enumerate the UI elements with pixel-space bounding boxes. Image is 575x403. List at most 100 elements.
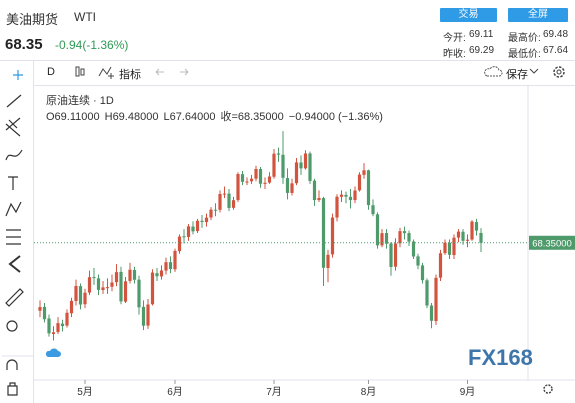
brush-tool[interactable]: [5, 149, 23, 161]
candle-body: [74, 285, 78, 301]
candle-body: [321, 198, 326, 268]
pattern-tool[interactable]: [5, 201, 22, 217]
ruler-tool[interactable]: [5, 288, 24, 307]
indicators-button[interactable]: 指标: [119, 69, 141, 81]
candle-body: [38, 307, 42, 311]
candle-body: [330, 217, 335, 255]
candle-body: [92, 277, 96, 279]
candle-body: [96, 278, 101, 290]
candle-body: [312, 180, 317, 201]
candle-body: [434, 277, 438, 322]
candle-body: [470, 221, 474, 240]
candle-body: [42, 306, 47, 320]
price-change: -0.94(-1.36%): [55, 38, 129, 52]
stat-value: 69.48: [543, 29, 569, 40]
legend-value: L67.64000: [163, 111, 215, 123]
candle-body: [299, 162, 303, 169]
candle-body: [146, 304, 150, 326]
candle-body: [267, 176, 272, 183]
lock-tool[interactable]: [7, 382, 18, 396]
candle-body: [56, 323, 60, 333]
candle-body: [83, 292, 87, 305]
text-tool[interactable]: [8, 176, 18, 190]
candle-body: [150, 272, 155, 305]
watermark: FX168: [468, 345, 533, 370]
candle-body: [87, 277, 92, 293]
interval-button[interactable]: D: [47, 66, 55, 78]
axis-settings[interactable]: [543, 384, 553, 394]
back-tool[interactable]: [8, 255, 21, 273]
crosshair-tool[interactable]: [13, 70, 23, 80]
legend-value: H69.48000: [105, 111, 159, 123]
candle-body: [182, 236, 186, 238]
candle-body: [123, 281, 128, 302]
candle-body: [308, 153, 312, 181]
candle-body: [398, 231, 402, 244]
candle-body: [258, 169, 263, 184]
candle-body: [461, 231, 465, 241]
candle-body: [411, 241, 416, 257]
line-tool[interactable]: [6, 94, 22, 108]
candle-body: [254, 169, 258, 179]
candle-body: [465, 239, 470, 241]
candle-body: [425, 280, 429, 306]
candle-body: [380, 233, 384, 246]
candle-body: [236, 174, 240, 201]
candle-body: [65, 312, 69, 326]
candle-body: [200, 220, 204, 222]
candle-body: [317, 197, 321, 201]
candle-body: [132, 269, 137, 280]
candle-type-icon[interactable]: [72, 64, 88, 80]
candle-body: [218, 193, 222, 210]
divider: [33, 60, 34, 403]
dropdown-caret[interactable]: [529, 66, 539, 76]
cloud-icon[interactable]: [482, 63, 504, 79]
candle-body: [281, 154, 285, 178]
cloud-badge: [45, 348, 61, 357]
x-tick-label: 6月: [167, 386, 183, 398]
stat-value: 69.11: [469, 29, 494, 40]
candle-body: [173, 250, 177, 270]
candle-body: [443, 242, 447, 254]
candle-body: [371, 205, 375, 215]
candle-body: [479, 232, 483, 243]
prediction-tool[interactable]: [6, 229, 21, 245]
divider: [0, 60, 575, 61]
candle-body: [366, 170, 371, 206]
candle-body: [240, 174, 245, 182]
fib-tool[interactable]: [5, 117, 21, 137]
candle-body: [222, 193, 227, 195]
candle-body: [348, 196, 353, 201]
stat-label: 今开:: [443, 33, 466, 44]
candle-body: [285, 178, 290, 193]
candle-body: [375, 214, 380, 246]
candle-body: [191, 226, 195, 232]
candle-body: [60, 323, 65, 327]
candle-body: [137, 279, 141, 308]
candle-body: [209, 209, 213, 218]
settings-icon[interactable]: [550, 63, 568, 81]
trade-button[interactable]: 交易: [440, 8, 497, 22]
stat-label: 昨收:: [443, 49, 466, 60]
candle-body: [51, 332, 56, 334]
candle-body: [164, 262, 168, 271]
candle-body: [438, 253, 443, 278]
save-button[interactable]: 保存: [506, 69, 528, 81]
x-tick-label: 9月: [460, 386, 476, 398]
fullscreen-button[interactable]: 全屏: [508, 8, 568, 22]
candle-body: [69, 300, 74, 314]
candle-body: [335, 196, 339, 218]
candle-body: [290, 183, 294, 193]
stat-value: 67.64: [543, 45, 569, 56]
candle-body: [276, 153, 281, 155]
candle-body: [303, 153, 308, 169]
candle-body: [119, 271, 123, 302]
stat-label: 最低价:: [508, 49, 541, 60]
magnet-tool[interactable]: [6, 359, 18, 370]
candle-body: [231, 200, 236, 208]
zoom-tool[interactable]: [6, 320, 18, 332]
undo-redo[interactable]: [152, 64, 192, 80]
indicator-icon[interactable]: [98, 64, 116, 80]
